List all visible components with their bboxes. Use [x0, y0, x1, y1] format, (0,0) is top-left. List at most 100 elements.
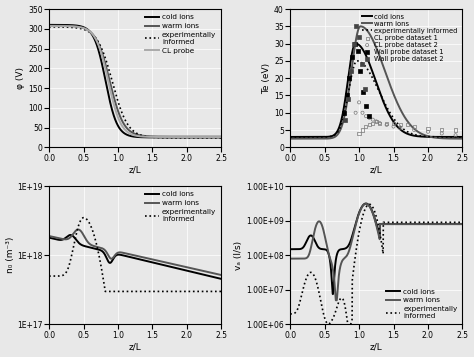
cold ions — [366, 61, 372, 66]
experimentally informed — [354, 59, 360, 63]
cold ions — [371, 214, 377, 218]
CL probe dataset 1 — [424, 125, 432, 131]
Wall probe dataset 2 — [350, 41, 357, 46]
CL probe dataset 1 — [365, 122, 373, 128]
experimentally
informed — [46, 274, 52, 278]
cold ions — [214, 276, 219, 280]
CL probe dataset 2 — [359, 110, 366, 116]
warm ions — [214, 272, 219, 276]
CL probe dataset 1 — [403, 122, 411, 128]
CL probe dataset 1 — [362, 124, 370, 130]
experimentally
informed — [46, 25, 52, 29]
CL probe dataset 2 — [410, 127, 418, 133]
experimentally
informed — [214, 289, 219, 293]
cold ions — [55, 23, 61, 27]
Wall probe dataset 1 — [356, 69, 364, 74]
experimentally
informed — [213, 136, 219, 140]
warm ions — [371, 215, 377, 219]
warm ions — [296, 136, 302, 141]
experimentally informed — [423, 134, 429, 139]
warm ions — [219, 273, 224, 277]
cold ions — [68, 233, 73, 237]
Wall probe dataset 2 — [344, 96, 352, 102]
Legend: cold ions, warm ions, experimentally informed, CL probe dataset 1, CL probe data: cold ions, warm ions, experimentally inf… — [361, 12, 459, 63]
warm ions — [423, 134, 429, 138]
warm ions — [182, 265, 188, 269]
cold ions — [46, 236, 52, 240]
experimentally
informed — [214, 136, 219, 140]
Wall probe dataset 2 — [355, 34, 363, 40]
CL probe — [130, 133, 136, 137]
experimentally
informed — [366, 202, 372, 206]
experimentally informed — [455, 135, 460, 139]
Line: CL probe: CL probe — [49, 26, 221, 137]
warm ions — [460, 222, 465, 226]
Line: warm ions: warm ions — [49, 230, 221, 275]
cold ions — [363, 201, 369, 206]
cold ions — [219, 135, 224, 140]
cold ions — [130, 134, 136, 139]
cold ions — [353, 41, 358, 46]
warm ions — [75, 227, 81, 232]
warm ions — [366, 32, 372, 36]
CL probe dataset 2 — [352, 110, 359, 116]
X-axis label: z/L: z/L — [129, 165, 142, 174]
Wall probe dataset 1 — [348, 55, 356, 60]
experimentally
informed — [219, 136, 224, 140]
cold ions — [330, 292, 336, 296]
cold ions — [126, 133, 131, 137]
Line: experimentally
informed: experimentally informed — [290, 204, 463, 329]
Wall probe dataset 1 — [340, 110, 348, 116]
CL probe dataset 1 — [383, 120, 391, 126]
cold ions — [130, 256, 136, 260]
CL probe dataset 1 — [397, 122, 404, 128]
warm ions — [46, 24, 52, 28]
CL probe dataset 2 — [390, 124, 397, 130]
Line: cold ions: cold ions — [49, 25, 221, 137]
Y-axis label: vₐ (l/s): vₐ (l/s) — [234, 241, 243, 270]
Legend: cold ions, warm ions, experimentally
informed: cold ions, warm ions, experimentally inf… — [384, 287, 459, 321]
CL probe dataset 1 — [410, 124, 418, 130]
Line: cold ions: cold ions — [49, 235, 221, 279]
warm ions — [455, 222, 460, 226]
warm ions — [214, 272, 219, 276]
Line: warm ions: warm ions — [290, 26, 463, 139]
experimentally
informed — [367, 202, 373, 206]
Wall probe dataset 2 — [353, 24, 360, 29]
cold ions — [214, 135, 219, 140]
cold ions — [460, 135, 465, 139]
experimentally informed — [287, 135, 293, 139]
experimentally
informed — [130, 129, 136, 133]
cold ions — [455, 222, 460, 226]
CL probe dataset 1 — [376, 120, 383, 126]
experimentally
informed — [296, 303, 302, 308]
CL probe dataset 2 — [362, 113, 370, 119]
warm ions — [357, 24, 363, 29]
CL probe dataset 2 — [355, 100, 363, 105]
cold ions — [455, 222, 460, 226]
warm ions — [55, 236, 61, 240]
X-axis label: z/L: z/L — [129, 342, 142, 351]
cold ions — [423, 135, 429, 139]
cold ions — [371, 74, 377, 78]
experimentally
informed — [287, 312, 293, 316]
experimentally informed — [460, 135, 465, 139]
Wall probe dataset 1 — [346, 75, 353, 81]
warm ions — [287, 136, 293, 141]
CL probe dataset 2 — [397, 125, 404, 131]
CL probe dataset 2 — [452, 132, 459, 138]
Line: experimentally
informed: experimentally informed — [49, 218, 221, 291]
X-axis label: z/L: z/L — [370, 165, 383, 174]
experimentally
informed — [55, 274, 61, 278]
Legend: cold ions, warm ions, experimentally
informed: cold ions, warm ions, experimentally inf… — [143, 190, 218, 223]
warm ions — [455, 222, 460, 226]
Wall probe dataset 1 — [354, 48, 362, 54]
cold ions — [46, 23, 52, 27]
experimentally
informed — [455, 220, 460, 225]
CL probe dataset 2 — [369, 117, 377, 122]
experimentally
informed — [182, 136, 188, 140]
Wall probe dataset 2 — [341, 117, 349, 122]
cold ions — [55, 237, 61, 242]
cold ions — [455, 135, 460, 139]
experimentally
informed — [126, 289, 131, 293]
